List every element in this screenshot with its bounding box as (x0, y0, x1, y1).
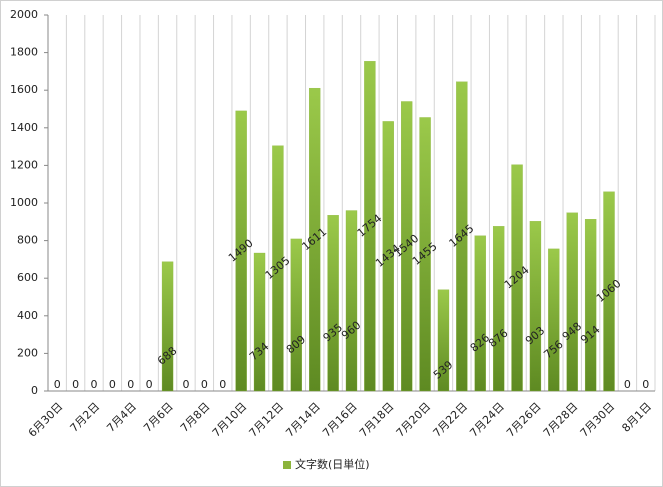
y-tick-label: 1000 (10, 196, 38, 209)
data-label: 0 (219, 378, 226, 391)
legend-swatch (283, 461, 291, 469)
data-label: 0 (54, 378, 61, 391)
y-tick-label: 600 (17, 271, 38, 284)
data-label: 0 (182, 378, 189, 391)
bar (474, 235, 486, 392)
bar (603, 191, 615, 392)
bar (253, 252, 266, 392)
data-label: 0 (642, 378, 649, 391)
data-label: 0 (109, 378, 116, 391)
bar (437, 289, 450, 392)
bar (161, 261, 174, 392)
y-tick-label: 800 (17, 234, 38, 247)
bar (566, 212, 578, 392)
bar (235, 110, 247, 392)
bar (456, 81, 468, 392)
bar (584, 219, 597, 392)
bar (529, 221, 542, 392)
y-tick-label: 1600 (10, 83, 38, 96)
y-tick-label: 1200 (10, 158, 38, 171)
bar (290, 238, 302, 392)
data-label: 0 (90, 378, 97, 391)
bar (364, 61, 376, 392)
bar (327, 215, 339, 392)
y-tick-label: 2000 (10, 8, 38, 21)
data-label: 0 (201, 378, 208, 391)
bar (492, 226, 505, 392)
bar (345, 210, 358, 392)
data-label: 0 (146, 378, 153, 391)
y-tick-label: 1400 (10, 121, 38, 134)
y-tick-label: 1800 (10, 46, 38, 59)
data-label: 0 (72, 378, 79, 391)
y-tick-label: 400 (17, 309, 38, 322)
bar (511, 164, 523, 392)
bar (272, 145, 284, 392)
bar (309, 87, 321, 392)
data-label: 0 (624, 378, 631, 391)
y-tick-label: 200 (17, 346, 38, 359)
bar (382, 121, 394, 392)
legend-label: 文字数(日単位) (295, 457, 370, 471)
data-label: 0 (127, 378, 134, 391)
bar (401, 101, 413, 392)
bar (419, 117, 431, 392)
bar (548, 248, 560, 392)
y-tick-label: 0 (31, 384, 38, 397)
